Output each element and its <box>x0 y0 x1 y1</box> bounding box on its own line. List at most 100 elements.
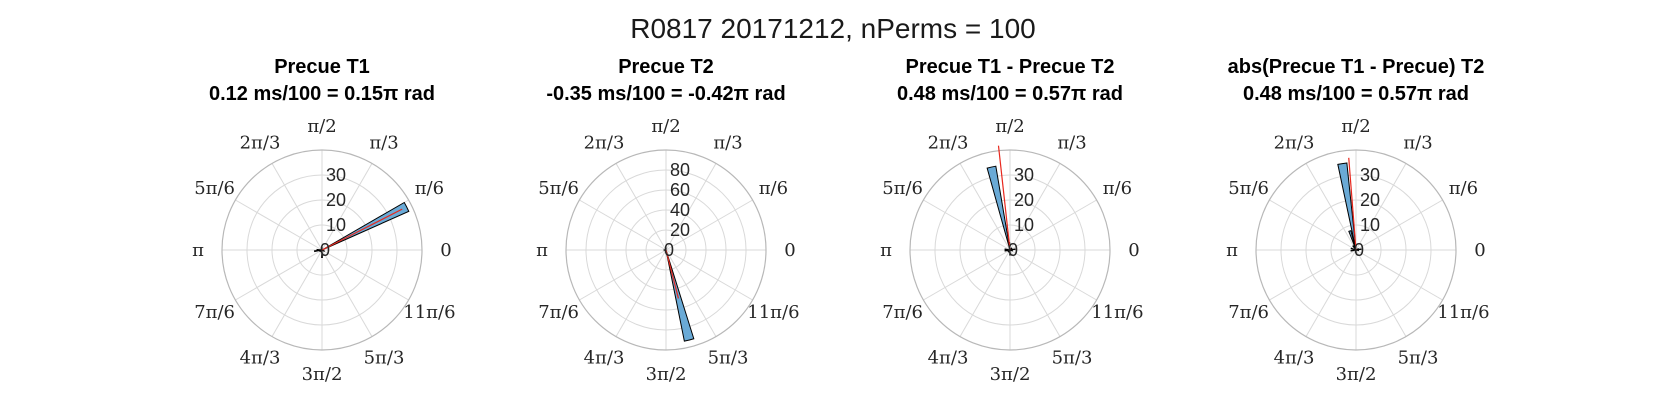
polar-chart-1: Precue T1 0.12 ms/100 = 0.15π rad 10 20 30 0 0… <box>192 56 455 385</box>
chart-title: Precue T1 <box>274 56 370 78</box>
chart-title: Precue T1 - Precue T2 <box>906 56 1115 78</box>
radial-tick-label: 30 <box>1014 165 1034 185</box>
grid-ring <box>585 169 747 331</box>
radial-tick-label: 20 <box>670 220 690 240</box>
angle-tick-label: π/3 <box>1403 133 1432 154</box>
outer-ring <box>565 149 767 351</box>
radial-gridline <box>579 249 667 301</box>
angle-tick-label: 2π/3 <box>584 133 625 154</box>
radial-tick-label: 0 <box>1008 240 1018 260</box>
angle-tick-label: π/3 <box>369 133 398 154</box>
histogram-bar <box>1348 230 1357 251</box>
radial-tick-label: 80 <box>670 160 690 180</box>
histogram-bar <box>1004 249 1011 252</box>
outer-ring <box>909 149 1111 351</box>
chart-title: Precue T2 <box>618 56 714 78</box>
angle-tick-label: 5π/3 <box>364 347 405 368</box>
histogram-bar <box>1009 249 1014 252</box>
radial-tick-label: 60 <box>670 180 690 200</box>
angle-tick-label: 4π/3 <box>584 347 625 368</box>
radial-tick-label: 10 <box>326 215 346 235</box>
chart-title: abs(Precue T1 - Precue) T2 <box>1228 56 1485 78</box>
radial-tick-label: 0 <box>1354 240 1364 260</box>
grid-ring <box>645 229 687 271</box>
polar-chart-2: Precue T2 -0.35 ms/100 = -0.42π rad 204060… <box>536 56 799 385</box>
angle-tick-label: π <box>1226 240 1238 261</box>
histogram-bar <box>1350 249 1357 252</box>
angle-tick-label: 5π/6 <box>1228 178 1269 199</box>
chart-subtitle: 0.48 ms/100 = 0.57π rad <box>897 83 1123 105</box>
angle-tick-label: 2π/3 <box>1274 133 1315 154</box>
grid-ring <box>1330 224 1382 276</box>
angle-tick-label: π/6 <box>1449 178 1478 199</box>
angle-tick-label: π <box>536 240 548 261</box>
angle-tick-label: 11π/6 <box>1091 302 1143 323</box>
histogram-bar <box>1009 248 1016 251</box>
radial-tick-label: 0 <box>664 240 674 260</box>
grid-ring <box>271 199 373 301</box>
histogram-bar <box>986 165 1011 251</box>
angle-tick-label: π <box>192 240 204 261</box>
angle-tick-label: 4π/3 <box>928 347 969 368</box>
angle-tick-label: 3π/2 <box>990 364 1031 385</box>
grid-ring <box>246 174 398 326</box>
radial-gridline <box>665 249 753 301</box>
histogram-bar <box>1350 247 1357 251</box>
angle-tick-label: 2π/3 <box>240 133 281 154</box>
polar-chart-3: Precue T1 - Precue T2 0.48 ms/100 = 0.57π… <box>880 56 1143 385</box>
angle-tick-label: 0 <box>1474 240 1485 261</box>
angle-tick-label: π/2 <box>307 116 336 137</box>
histogram-bar <box>321 249 323 259</box>
outer-ring <box>1255 149 1457 351</box>
angle-tick-label: 11π/6 <box>403 302 455 323</box>
angle-tick-label: π/2 <box>995 116 1024 137</box>
angle-tick-label: π/6 <box>415 178 444 199</box>
angle-tick-label: 11π/6 <box>1437 302 1489 323</box>
angle-tick-label: π/3 <box>713 133 742 154</box>
angle-tick-label: 2π/3 <box>928 133 969 154</box>
angle-tick-label: 7π/6 <box>882 302 923 323</box>
chart-subtitle: 0.12 ms/100 = 0.15π rad <box>209 83 435 105</box>
histogram-bar <box>321 201 410 251</box>
angle-tick-label: π/3 <box>1057 133 1086 154</box>
angle-tick-label: π/6 <box>759 178 788 199</box>
angle-tick-label: 3π/2 <box>1336 364 1377 385</box>
angle-tick-label: 5π/3 <box>1398 347 1439 368</box>
angle-tick-label: 0 <box>1128 240 1139 261</box>
radial-tick-label: 20 <box>326 190 346 210</box>
angle-tick-label: 0 <box>440 240 451 261</box>
histogram-bar <box>1009 249 1011 256</box>
radial-gridline <box>665 163 717 251</box>
radial-gridline <box>615 163 667 251</box>
radial-tick-label: 20 <box>1360 190 1380 210</box>
outer-ring <box>221 149 423 351</box>
grid-ring <box>296 224 348 276</box>
histogram-bar <box>665 249 695 342</box>
grid-ring <box>1280 174 1432 326</box>
radial-gridline <box>579 199 667 251</box>
chart-subtitle: 0.48 ms/100 = 0.57π rad <box>1243 83 1469 105</box>
grid-ring <box>605 189 727 311</box>
angle-tick-label: 5π/3 <box>708 347 749 368</box>
histogram-bar <box>319 249 323 253</box>
grid-ring <box>1305 199 1407 301</box>
figure-title: R0817 20171212, nPerms = 100 <box>630 13 1036 44</box>
angle-tick-label: 0 <box>784 240 795 261</box>
radial-gridline <box>665 249 717 337</box>
angle-tick-label: 7π/6 <box>538 302 579 323</box>
mean-direction-line <box>321 208 403 251</box>
angle-tick-label: 3π/2 <box>302 364 343 385</box>
angle-tick-label: 5π/3 <box>1052 347 1093 368</box>
radial-tick-label: 30 <box>326 165 346 185</box>
angle-tick-label: 5π/6 <box>194 178 235 199</box>
grid-ring <box>934 174 1086 326</box>
angle-tick-label: 5π/6 <box>882 178 923 199</box>
angle-tick-label: 4π/3 <box>1274 347 1315 368</box>
radial-tick-label: 10 <box>1360 215 1380 235</box>
mean-direction-line <box>1348 157 1357 251</box>
mean-direction-line <box>665 249 680 299</box>
radial-tick-label: 40 <box>670 200 690 220</box>
radial-tick-label: 0 <box>320 240 330 260</box>
angle-tick-label: 7π/6 <box>1228 302 1269 323</box>
